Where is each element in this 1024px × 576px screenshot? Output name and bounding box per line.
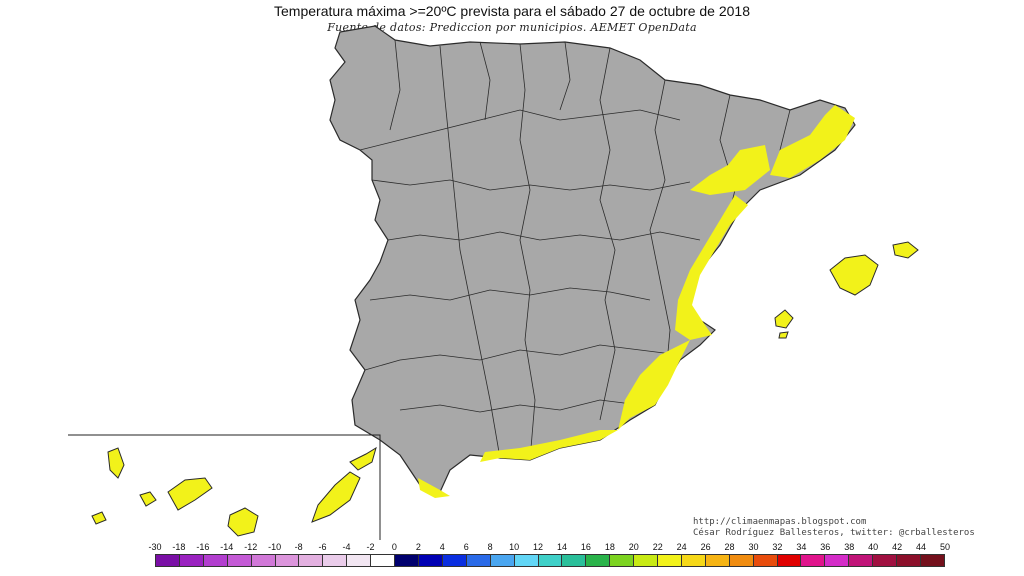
legend-swatch: [586, 555, 611, 566]
credits: http://climaenmapas.blogspot.com César R…: [693, 517, 975, 539]
legend-swatch: [658, 555, 682, 566]
legend-tick-label: -4: [342, 542, 351, 552]
legend-tick-label: 2: [415, 542, 421, 552]
credits-url: http://climaenmapas.blogspot.com: [693, 517, 867, 527]
legend-tick-label: -2: [366, 542, 375, 552]
legend-swatch: [825, 555, 850, 566]
map-subtitle: Fuente de datos: Prediccion por municipi…: [327, 21, 697, 34]
legend-tick-label: -10: [268, 542, 282, 552]
warm-zone-ebro: [690, 145, 770, 195]
legend-swatch: [275, 555, 300, 566]
legend-swatch: [681, 555, 706, 566]
legend-swatch: [251, 555, 276, 566]
warm-zone-andalusia-coast: [480, 430, 618, 462]
legend-tick-label: -8: [294, 542, 303, 552]
legend-tick-label: 30: [748, 542, 759, 552]
legend-swatch: [514, 555, 539, 566]
legend-bar: [155, 554, 945, 567]
mallorca: [829, 254, 879, 296]
legend-tick-label: 18: [604, 542, 615, 552]
peninsula-landmass: [329, 25, 856, 493]
legend-tick-label: 16: [580, 542, 591, 552]
warm-zone-valencia: [675, 195, 748, 340]
legend-tick-label: 34: [796, 542, 807, 552]
legend-tick-label: 36: [820, 542, 831, 552]
spain-temperature-map: [68, 25, 919, 540]
lanzarote: [349, 446, 377, 471]
legend-tick-label: -16: [196, 542, 210, 552]
legend-tick-label: 28: [724, 542, 735, 552]
legend-tick-label: -12: [244, 542, 258, 552]
legend-tick-label: -30: [148, 542, 162, 552]
legend-swatch: [777, 555, 802, 566]
legend-tick-label: 50: [939, 542, 951, 552]
legend-swatch: [490, 555, 515, 566]
legend-swatch: [921, 555, 944, 566]
color-legend: -30 -18 -16 -14 -12 -10 -8 -6 -4 -2 0 2 4 6 8 10 12 14 16 1…: [148, 542, 950, 574]
legend-swatch: [705, 555, 730, 566]
legend-swatch: [347, 555, 372, 566]
warm-zone-murcia: [618, 340, 690, 430]
legend-swatch: [610, 555, 635, 566]
legend-tick-label: -6: [318, 542, 327, 552]
legend-swatch: [299, 555, 324, 566]
formentera: [778, 331, 789, 339]
gran-canaria: [227, 507, 259, 537]
legend-swatch: [156, 555, 180, 566]
warm-zone-cadiz: [418, 478, 450, 498]
legend-tick-label: 26: [700, 542, 711, 552]
legend-tick-label: 8: [487, 542, 493, 552]
legend-tick-label: 14: [556, 542, 567, 552]
legend-swatch: [801, 555, 826, 566]
legend-tick-label: -14: [220, 542, 234, 552]
canary-inset-frame: [68, 434, 381, 540]
legend-tick-label: 44: [916, 542, 927, 552]
warm-zones: [418, 105, 855, 498]
legend-swatch: [418, 555, 443, 566]
credits-author: César Rodríguez Ballesteros, twitter: @c…: [693, 528, 975, 538]
legend-tick-label: 22: [652, 542, 663, 552]
legend-tick-label: 42: [892, 542, 903, 552]
legend-ticks: -30 -18 -16 -14 -12 -10 -8 -6 -4 -2 0 2 4 6 8 10 12 14 16 1…: [148, 542, 950, 554]
legend-swatch: [753, 555, 778, 566]
legend-swatch: [562, 555, 587, 566]
menorca: [892, 241, 919, 259]
la-palma: [107, 447, 125, 479]
la-gomera: [139, 491, 157, 507]
legend-swatch: [873, 555, 898, 566]
legend-tick-label: 40: [868, 542, 879, 552]
tenerife: [167, 477, 213, 511]
legend-tick-label: 24: [676, 542, 687, 552]
legend-swatch: [849, 555, 874, 566]
legend-tick-label: 10: [509, 542, 520, 552]
el-hierro: [91, 511, 107, 525]
legend-swatch: [442, 555, 467, 566]
province-borders: [359, 39, 791, 461]
legend-tick-label: 4: [439, 542, 445, 552]
legend-tick-label: 32: [772, 542, 783, 552]
legend-swatch: [395, 555, 419, 566]
legend-swatch: [179, 555, 204, 566]
ibiza: [774, 309, 794, 329]
legend-tick-label: -18: [172, 542, 186, 552]
legend-tick-label: 20: [628, 542, 639, 552]
legend-swatch: [323, 555, 348, 566]
legend-swatch: [634, 555, 659, 566]
legend-tick-label: 0: [391, 542, 397, 552]
legend-swatch: [897, 555, 921, 566]
fuerteventura: [311, 471, 361, 523]
legend-swatch: [466, 555, 491, 566]
legend-swatch: [371, 555, 396, 566]
map-title: Temperatura máxima >=20ºC prevista para …: [274, 3, 750, 19]
legend-tick-label: 12: [533, 542, 544, 552]
legend-swatch: [203, 555, 228, 566]
warm-zone-catalonia: [770, 105, 855, 178]
legend-swatch: [227, 555, 252, 566]
legend-tick-label: 38: [844, 542, 855, 552]
legend-swatch: [538, 555, 563, 566]
legend-swatch: [729, 555, 754, 566]
legend-tick-label: 6: [463, 542, 469, 552]
